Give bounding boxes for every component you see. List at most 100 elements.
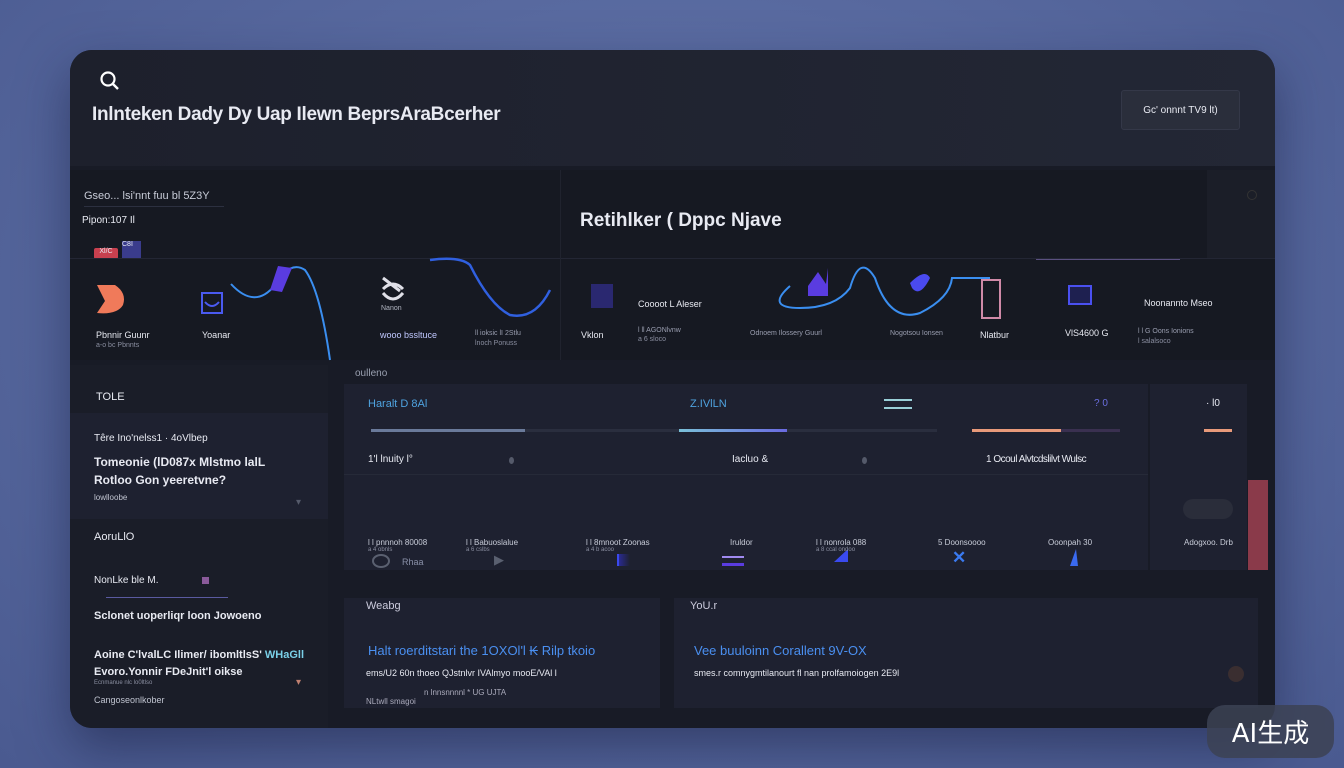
stats-tab[interactable]: · l0 (1206, 398, 1220, 409)
item-meta: Têre Ino'nelss1 · 4oVlbep (94, 433, 208, 444)
tag-icon (202, 577, 209, 584)
helmet-icon (381, 276, 405, 301)
overview-item: VlS4600 G (1065, 328, 1109, 338)
stat-detail: l l pnnnoh 80008 a 4 obnls (368, 538, 427, 553)
overview-item: wooo bssltuce (380, 330, 438, 340)
card-body: ems/U2 60n thoeo QJstnlvr IVAlmyo mooE/V… (366, 668, 557, 678)
stat-detail-sub: a 6 cslbs (466, 547, 490, 553)
stat-detail: 5 Doonsoooo (938, 538, 986, 547)
stat-detail-label: Iruldor (730, 538, 753, 547)
triangle-icon (834, 549, 848, 562)
shuffle-icon[interactable]: ✕ (952, 548, 967, 567)
card-label: Weabg (366, 600, 401, 612)
overview-item-sub: lnoch Ponuss (475, 340, 518, 347)
stats-tab[interactable]: ? 0 (1094, 398, 1108, 409)
sidebar-item[interactable]: Aoine C'lvalLC Ilimer/ ibomltlsS' WHaGll (94, 649, 304, 661)
flag-icon (617, 554, 630, 566)
stat-detail-label: l l 8mnoot Zoonas (586, 538, 650, 547)
item-sub: Ecnmanue nlc lo0ltlso (94, 680, 153, 686)
card-label: YoU.r (690, 600, 718, 612)
stat-detail-sub: a 4 obnls (368, 547, 393, 553)
item-sub: lowlloobe (94, 493, 128, 502)
stat-value: 1 Ocoul Alvtcdslilvt Wulsc (986, 454, 1087, 465)
overview-item: ll ioksic lI 2Stlu (475, 330, 521, 337)
card-title[interactable]: Halt roerditstari the 1OXOl'l ₭ Rilp tko… (368, 643, 596, 658)
stat-value: 1'l lnuity l° (368, 454, 413, 465)
item-highlight: WHaGll (264, 649, 305, 661)
overview-item: Nanon (381, 305, 402, 312)
status-dot (1228, 666, 1244, 682)
stat-detail: l l Babuoslalue a 6 cslbs (466, 538, 518, 553)
sidebar-item[interactable]: NonLke ble M. (94, 575, 159, 586)
stats-row: l l pnnnoh 80008 a 4 obnls l l Babuoslalue… (344, 538, 1244, 562)
scrollbar[interactable] (1248, 480, 1268, 570)
stats-panel: Haralt D 8Al Z.IVlLN ? 0 1'l lnuity l° I… (344, 384, 1148, 570)
chevron-down-icon[interactable]: ▾ (296, 677, 302, 688)
stat-detail-label: l l nonrola 088 (816, 538, 867, 547)
sidebar-item[interactable]: Têre Ino'nelss1 · 4oVlbep Tomeonie (lD08… (70, 413, 328, 519)
stat-detail: Iruldor (730, 538, 753, 547)
overview-item: Coooot L Aleser (638, 299, 702, 309)
card-meta: n lnnsnnnnl * UG UJTA (424, 688, 507, 697)
stat-detail-label: l l pnnnoh 80008 (368, 538, 428, 547)
item-title: Evoro.Yonnir FDeJnit'l oikse (94, 666, 243, 678)
overview-item: l l G Oons Ionions (1138, 328, 1194, 335)
breadcrumb: Gseo... lsi'nnt fuu bl 5Z3Y (84, 190, 210, 202)
page-title: Inlnteken Dady Dy Uap Ilewn BeprsAraBcer… (92, 104, 501, 125)
stat-detail: l l nonrola 088 a 8 ccal ondoo (816, 538, 866, 553)
dot-icon (862, 457, 867, 464)
stats-tab[interactable]: Haralt D 8Al (368, 398, 428, 410)
news-card-left[interactable]: Weabg Halt roerditstari the 1OXOl'l ₭ Ri… (344, 598, 660, 708)
card-body: smes.r comnygmtilanourt fl nan prolfamoi… (694, 668, 900, 678)
sidebar: TOLE Têre Ino'nelss1 · 4oVlbep Tomeonie … (70, 365, 328, 728)
logo-icon (97, 285, 124, 314)
header-action-button[interactable]: Gc' onnnt TV9 lt) (1121, 90, 1240, 130)
trend-curves-right (778, 266, 1001, 319)
dot-icon (509, 457, 514, 464)
badge-red: Xl/C (94, 248, 118, 259)
stat-detail-sub: a 4 b acoo (586, 547, 615, 553)
stack-icon (722, 556, 744, 566)
stat-detail-label: Adogxoo. Drb (1184, 538, 1233, 547)
item-title: Rotloo Gon yeeretvne? (94, 473, 227, 487)
stats-section-label: oulleno (355, 368, 388, 379)
stat-detail-sub: a 8 ccal ondoo (816, 547, 856, 553)
overview-item: l ll AGONlvnw (638, 327, 681, 334)
progress-bar (1204, 429, 1232, 432)
sidebar-item[interactable]: Sclonet uoperliqr loon Jowoeno (94, 610, 262, 622)
card-title[interactable]: Vee buuloinn Corallent 9V-OX (694, 643, 867, 658)
overview-item: Noonannto Mseo (1144, 298, 1213, 308)
sidebar-section-title: AoruLlO (94, 531, 135, 543)
overview-item-sub: l salalsoco (1138, 338, 1171, 345)
spike-icon (1070, 549, 1078, 566)
card-footer: NLtwll smagoi (366, 697, 416, 706)
image-icon (201, 292, 223, 314)
chevron-down-icon[interactable]: ▾ (296, 497, 302, 508)
overview-item: Odnoem Ilossery Guurl (750, 330, 822, 337)
progress-bar (972, 429, 1120, 432)
stats-side-panel: · l0 (1150, 384, 1247, 570)
sidebar-section-title: TOLE (96, 391, 125, 403)
toggle[interactable] (1183, 499, 1233, 519)
news-card-right[interactable]: YoU.r Vee buuloinn Corallent 9V-OX smes.… (674, 598, 1258, 708)
badge-blue: C8I (122, 241, 141, 259)
ai-generated-watermark: AI生成 (1207, 705, 1334, 758)
progress-bar (371, 429, 679, 432)
icon-label: Rhaa (402, 557, 424, 567)
stats-tab[interactable]: Z.IVlLN (690, 398, 727, 410)
play-icon: ▶ (494, 552, 504, 567)
app-window: Inlnteken Dady Dy Uap Ilewn BeprsAraBcer… (70, 50, 1275, 728)
search-icon[interactable] (98, 70, 122, 92)
stat-detail: Adogxoo. Drb (1184, 538, 1233, 547)
item-title: Tomeonie (lD087x Mlstmo lalL (94, 455, 266, 469)
overview-item: Vklon (581, 330, 604, 340)
device-icon (1068, 285, 1092, 305)
progress-bar (679, 429, 937, 432)
app-icon (591, 284, 613, 308)
item-title: Aoine C'lvalLC Ilimer/ ibomltlsS' (94, 649, 262, 661)
overview-panel: Gseo... lsi'nnt fuu bl 5Z3Y Pipon:107 Il… (70, 170, 1275, 361)
side-widget[interactable] (1207, 170, 1275, 258)
stat-detail: Ooonpah 30 (1048, 538, 1092, 547)
stat-detail-label: Ooonpah 30 (1048, 538, 1093, 547)
stat-value: Iacluo & (732, 454, 769, 465)
